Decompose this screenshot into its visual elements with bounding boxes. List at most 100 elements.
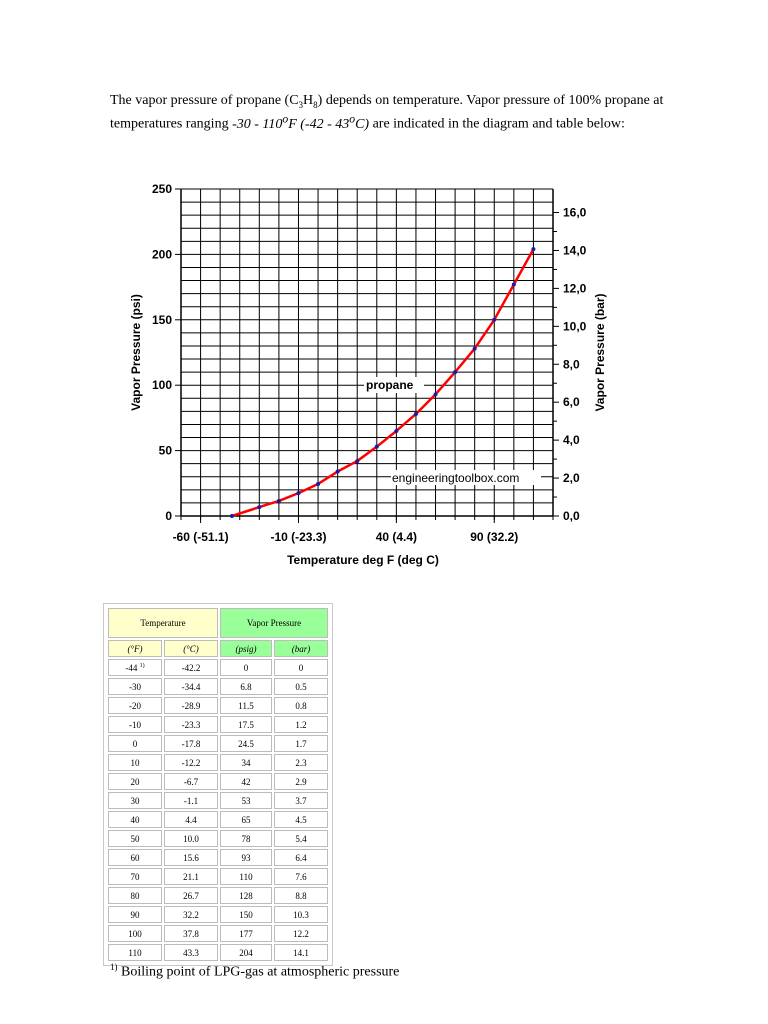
y2-tick-label: 2,0 — [563, 471, 580, 485]
vapor-pressure-table-frame: Temperature Vapor Pressure (°F) (°C) (ps… — [103, 603, 333, 966]
table-row: 50 10.0 78 5.4 — [108, 830, 328, 847]
cell-bar: 0.5 — [274, 678, 328, 695]
cell-bar: 0.8 — [274, 697, 328, 714]
cell-fahrenheit: 110 — [108, 944, 162, 961]
cell-bar: 1.2 — [274, 716, 328, 733]
cell-psig: 93 — [220, 849, 272, 866]
cell-bar: 14.1 — [274, 944, 328, 961]
cell-celsius: -1.1 — [164, 792, 218, 809]
table-row: 20 -6.7 42 2.9 — [108, 773, 328, 790]
cell-celsius: -17.8 — [164, 735, 218, 752]
x-tick-label: -60 (-51.1) — [173, 530, 229, 544]
table-row: 10 -12.2 34 2.3 — [108, 754, 328, 771]
x-tick-label: -10 (-23.3) — [270, 530, 326, 544]
cell-psig: 65 — [220, 811, 272, 828]
intro-range-end: C) — [355, 116, 370, 132]
y-tick-label: 100 — [152, 378, 172, 392]
cell-bar: 6.4 — [274, 849, 328, 866]
cell-psig: 128 — [220, 887, 272, 904]
chart-svg: 0 50 100 150 200 250 -60 (-51.1) -10 (-23.3) 40 … — [129, 182, 607, 567]
x-tick-label: 90 (32.2) — [470, 530, 518, 544]
cell-celsius: -23.3 — [164, 716, 218, 733]
data-point — [316, 481, 321, 486]
cell-psig: 53 — [220, 792, 272, 809]
table-row: 70 21.1 110 7.6 — [108, 868, 328, 885]
intro-text-4: are indicated in the diagram and table b… — [369, 116, 625, 132]
intro-sub-8: 8 — [313, 99, 318, 110]
cell-psig: 6.8 — [220, 678, 272, 695]
cell-fahrenheit: 80 — [108, 887, 162, 904]
y2-tick-label: 16,0 — [563, 206, 587, 220]
y2-tick-label: 4,0 — [563, 433, 580, 447]
unit-psig: (psig) — [220, 640, 272, 657]
cell-bar: 2.3 — [274, 754, 328, 771]
propane-label-bg — [364, 377, 424, 393]
cell-psig: 110 — [220, 868, 272, 885]
cell-celsius: 21.1 — [164, 868, 218, 885]
intro-range-f: -30 - 110 — [232, 116, 283, 132]
cell-celsius: 4.4 — [164, 811, 218, 828]
cell-bar: 1.7 — [274, 735, 328, 752]
data-point — [511, 282, 516, 287]
intro-sub-3: 3 — [298, 99, 304, 110]
vapor-pressure-table: Temperature Vapor Pressure (°F) (°C) (ps… — [106, 606, 330, 963]
table-row: -30 -34.4 6.8 0.5 — [108, 678, 328, 695]
cell-bar: 0 — [274, 659, 328, 676]
y-tick-label: 150 — [152, 313, 172, 327]
x-axis-title: Temperature deg F (deg C) — [287, 553, 439, 567]
cell-celsius: 26.7 — [164, 887, 218, 904]
x-tick-label: 40 (4.4) — [376, 530, 417, 544]
cell-psig: 24.5 — [220, 735, 272, 752]
table-row: -10 -23.3 17.5 1.2 — [108, 716, 328, 733]
table-row: -20 -28.9 11.5 0.8 — [108, 697, 328, 714]
cell-bar: 2.9 — [274, 773, 328, 790]
intro-paragraph: The vapor pressure of propane (C3H8) dep… — [110, 92, 670, 134]
cell-psig: 34 — [220, 754, 272, 771]
table-row: 110 43.3 204 14.1 — [108, 944, 328, 961]
cell-psig: 11.5 — [220, 697, 272, 714]
table-row: 40 4.4 65 4.5 — [108, 811, 328, 828]
cell-psig: 177 — [220, 925, 272, 942]
table-row: 60 15.6 93 6.4 — [108, 849, 328, 866]
data-point — [374, 444, 379, 449]
cell-psig: 78 — [220, 830, 272, 847]
cell-fahrenheit: 20 — [108, 773, 162, 790]
unit-bar: (bar) — [274, 640, 328, 657]
data-point — [355, 459, 360, 464]
table-row: 80 26.7 128 8.8 — [108, 887, 328, 904]
cell-psig: 204 — [220, 944, 272, 961]
cell-celsius: -6.7 — [164, 773, 218, 790]
cell-fahrenheit: -30 — [108, 678, 162, 695]
data-point — [453, 370, 458, 375]
table-row: 30 -1.1 53 3.7 — [108, 792, 328, 809]
footnote-text: Boiling point of LPG-gas at atmospheric … — [117, 964, 400, 980]
cell-celsius: 37.8 — [164, 925, 218, 942]
cell-psig: 17.5 — [220, 716, 272, 733]
cell-celsius: -12.2 — [164, 754, 218, 771]
intro-text-2: H — [303, 93, 314, 108]
table-row: 0 -17.8 24.5 1.7 — [108, 735, 328, 752]
cell-celsius: 10.0 — [164, 830, 218, 847]
data-point — [296, 491, 301, 496]
cell-fahrenheit: 50 — [108, 830, 162, 847]
y2-tick-label: 0,0 — [563, 509, 580, 523]
cell-fahrenheit: -10 — [108, 716, 162, 733]
y2-tick-label: 6,0 — [563, 395, 580, 409]
cell-fahrenheit: 0 — [108, 735, 162, 752]
cell-value: -44 — [125, 662, 138, 673]
y-axis-title: Vapor Pressure (psi) — [129, 294, 143, 411]
cell-fahrenheit: 40 — [108, 811, 162, 828]
plot-area — [181, 189, 553, 516]
y2-tick-label: 10,0 — [563, 319, 587, 333]
cell-bar: 3.7 — [274, 792, 328, 809]
cell-celsius: 32.2 — [164, 906, 218, 923]
y-tick-label: 200 — [152, 247, 172, 261]
cell-fahrenheit: 90 — [108, 906, 162, 923]
cell-fahrenheit: 10 — [108, 754, 162, 771]
data-point — [492, 317, 497, 322]
cell-bar: 12.2 — [274, 925, 328, 942]
y2-tick-label: 12,0 — [563, 281, 587, 295]
cell-celsius: 15.6 — [164, 849, 218, 866]
table-units-row: (°F) (°C) (psig) (bar) — [108, 640, 328, 657]
y2-tick-label: 8,0 — [563, 357, 580, 371]
